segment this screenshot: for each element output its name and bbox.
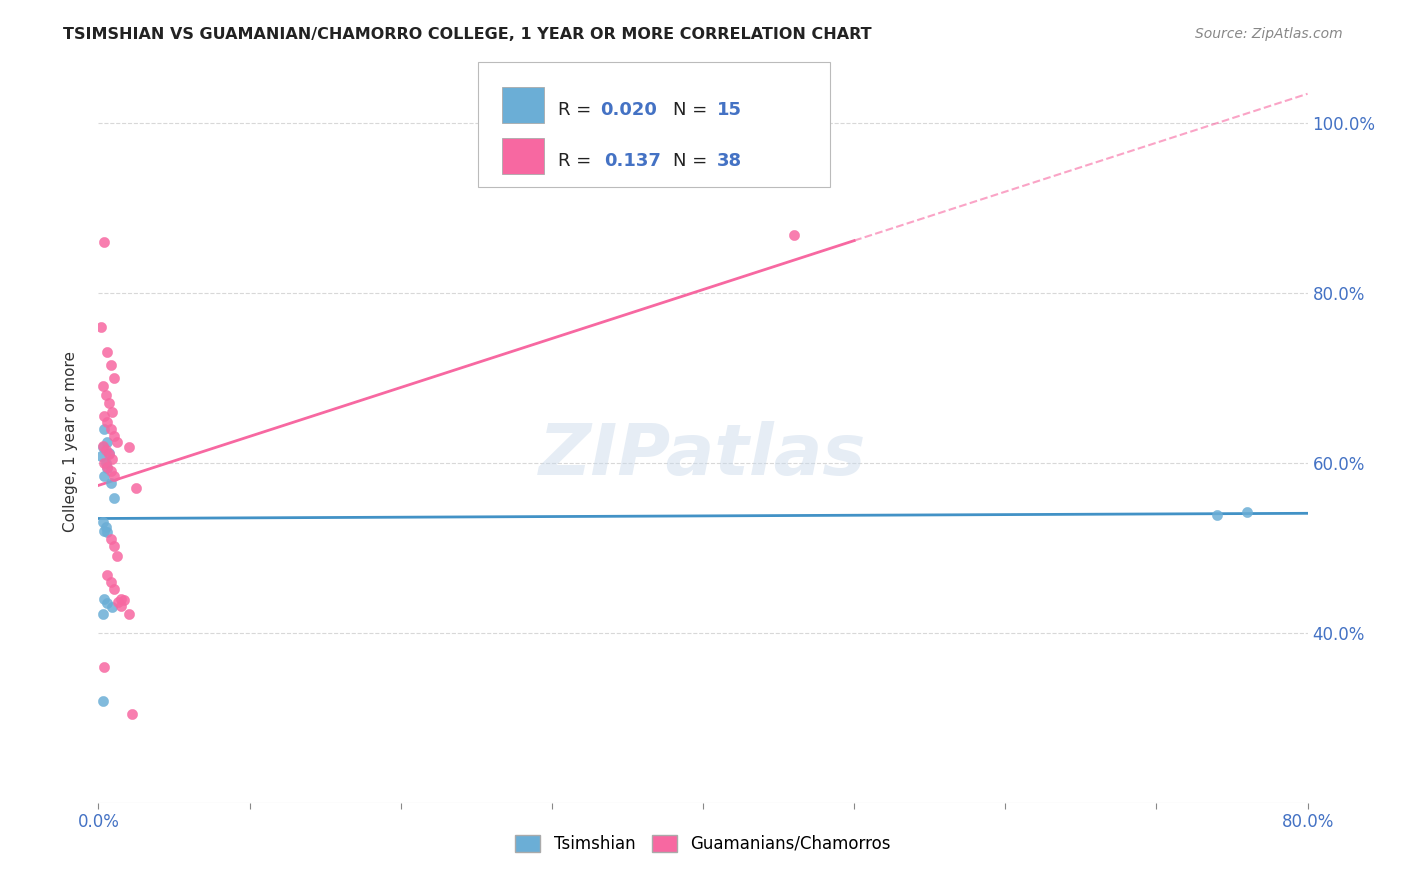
Point [100,422,122,436]
Point [103,371,125,385]
Point [103,582,125,596]
Point [96,460,118,475]
Point [93,468,115,483]
Point [93,422,115,436]
Point [96,461,118,475]
Point [103,428,125,442]
Point [93,660,115,674]
Point [98,445,121,459]
Point [105,434,128,449]
Point [94,456,117,470]
Point [94,388,117,402]
Text: 0.020: 0.020 [600,101,657,119]
Text: R =: R = [558,101,598,119]
Text: TSIMSHIAN VS GUAMANIAN/CHAMORRO COLLEGE, 1 YEAR OR MORE CORRELATION CHART: TSIMSHIAN VS GUAMANIAN/CHAMORRO COLLEGE,… [63,27,872,42]
Point [91,607,114,621]
Legend: Tsimshian, Guamanians/Chamorros: Tsimshian, Guamanians/Chamorros [509,828,897,860]
Point [103,491,125,506]
Point [93,456,115,470]
Text: 38: 38 [717,152,742,169]
Point [91,379,114,393]
Point [96,345,118,359]
Point [93,591,115,606]
Point [783,227,806,242]
Point [101,600,124,615]
Point [91,439,114,453]
Point [94,519,117,533]
Point [90,319,112,334]
Point [100,476,122,491]
Point [125,481,148,495]
Point [110,599,132,613]
Text: ZIPatlas: ZIPatlas [540,422,866,491]
Point [98,396,121,410]
Point [100,574,122,589]
Point [103,468,125,483]
Point [96,568,118,582]
Text: 15: 15 [717,101,742,119]
Point [94,443,117,458]
Point [90,449,112,463]
Point [112,593,135,607]
Y-axis label: College, 1 year or more: College, 1 year or more [63,351,77,532]
Point [91,441,114,455]
Point [93,409,115,423]
Point [103,539,125,553]
Point [1236,505,1258,519]
Point [93,235,115,249]
Point [100,464,122,478]
Text: Source: ZipAtlas.com: Source: ZipAtlas.com [1195,27,1343,41]
Point [91,516,114,530]
Point [105,549,128,564]
Point [118,441,141,455]
Point [107,595,129,609]
Point [1206,508,1229,523]
Point [93,524,115,538]
Point [121,706,143,721]
Point [96,415,118,429]
Text: N =: N = [673,152,713,169]
Text: 0.137: 0.137 [605,152,661,169]
Text: R =: R = [558,152,603,169]
Point [91,694,114,708]
Point [101,405,124,419]
Point [96,596,118,610]
Point [96,525,118,540]
Point [100,358,122,372]
Point [101,451,124,466]
Text: N =: N = [673,101,713,119]
Point [98,447,121,461]
Point [110,591,132,606]
Point [96,434,118,449]
Point [118,607,141,621]
Point [100,533,122,547]
